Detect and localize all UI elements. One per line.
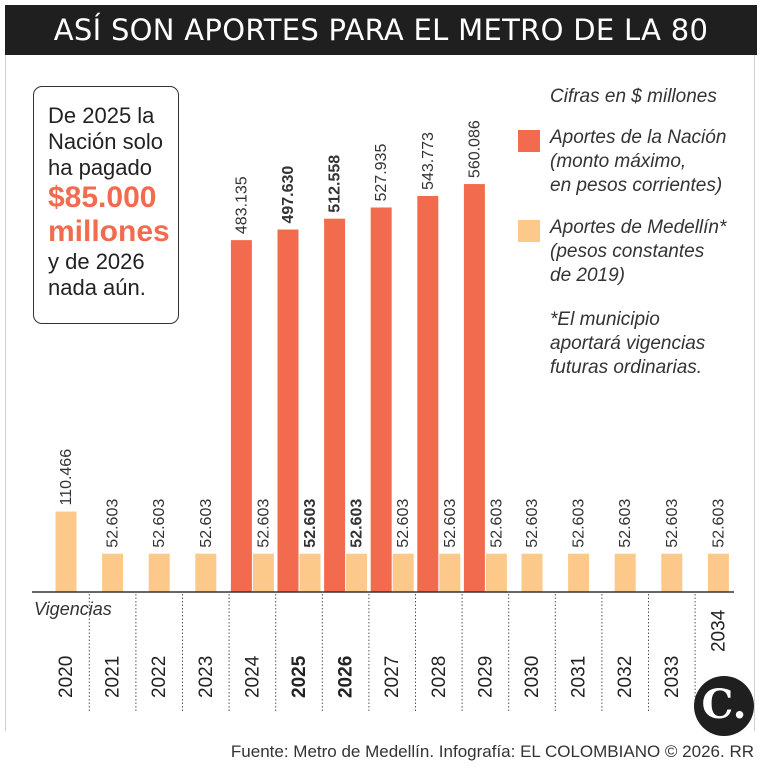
legend-label: (monto máximo, [550,151,687,172]
el-colombiano-logo: C. [694,676,754,736]
data-label-medellin: 52.603 [198,499,215,548]
source-credit: Fuente: Metro de Medellín. Infografía: E… [230,742,754,761]
data-label-medellin: 52.603 [302,499,319,548]
x-tick-label: 2032 [615,656,636,698]
x-tick-label: 2033 [662,656,683,698]
data-label-medellin: 52.603 [710,499,727,548]
x-tick-label: 2025 [289,655,310,698]
bar-medellin [707,553,729,592]
bar-nacion [324,218,346,592]
bar-medellin [195,553,217,592]
bar-nacion [370,207,392,592]
bar-medellin [614,553,636,592]
bar-medellin [346,553,368,592]
callout-highlight-unit: millones [48,215,170,248]
legend-label: Aportes de Medellín* [550,217,727,238]
bar-medellin [661,553,683,592]
footnote-line: *El municipio [550,309,660,330]
bar-chart: 110.466 2020 52.603 2021 52.603 2022 52.603 202… [32,120,734,711]
data-label-nacion: 512.558 [327,155,344,213]
bar-medellin [521,553,543,592]
x-tick-label: 2031 [569,656,590,698]
legend-text-medellin: Aportes de Medellín* (pesos constantes d… [550,216,750,288]
data-label-nacion: 497.630 [280,166,297,224]
x-tick-label: 2024 [242,655,263,698]
units-note: Cifras en $ millones [550,86,717,107]
legend-swatch-medellin [518,220,540,242]
data-label-medellin: 52.603 [617,499,634,548]
data-label-medellin: 52.603 [571,499,588,548]
data-label-medellin: 52.603 [105,499,122,548]
bar-nacion [277,229,299,592]
x-axis-title: Vigencias [34,599,112,619]
x-tick-label: 2026 [336,656,357,698]
data-label-nacion: 560.086 [466,120,483,178]
bar-medellin [102,553,124,592]
x-tick-label: 2021 [103,656,124,698]
callout-line: De 2025 la [48,103,155,128]
footnote: *El municipio aportará vigencias futuras… [550,308,750,380]
legend-label: (pesos constantes [550,241,705,262]
data-label-medellin: 110.466 [58,449,75,506]
data-label-nacion: 483.135 [233,176,250,234]
data-label-nacion: 527.935 [373,144,390,202]
x-tick-label: 2034 [708,609,729,652]
legend-swatch-nacion [518,130,540,152]
x-tick-label: 2023 [196,656,217,698]
data-label-medellin: 52.603 [664,499,681,548]
callout-line: y de 2026 [48,249,145,274]
callout-line: Nación solo [48,129,163,154]
data-label-medellin: 52.603 [395,499,412,548]
x-tick-label: 2029 [475,656,496,698]
chart-title: ASÍ SON APORTES PARA EL METRO DE LA 80 [5,5,757,55]
bar-medellin [55,511,77,592]
x-tick-label: 2030 [522,656,543,698]
data-label-medellin: 52.603 [255,499,272,548]
data-label-medellin: 52.603 [488,499,505,548]
callout-line: ha pagado [48,155,152,180]
callout-highlight-amount: $85.000 [48,181,157,214]
legend-text-nacion: Aportes de la Nación (monto máximo, en p… [550,126,750,198]
callout-box: De 2025 la Nación solo ha pagado $85.000… [33,86,179,324]
legend-label: Aportes de la Nación [550,127,727,148]
data-label-medellin: 52.603 [151,499,168,548]
x-tick-label: 2022 [149,656,170,698]
x-tick-label: 2027 [382,656,403,698]
x-tick-label: 2020 [56,656,77,698]
bar-nacion [463,184,485,593]
data-label-medellin: 52.603 [524,499,541,548]
bar-medellin [252,553,274,592]
callout-line: nada aún. [48,275,146,300]
bar-medellin [299,553,321,592]
bar-medellin [485,553,507,592]
footnote-line: futuras ordinarias. [550,357,703,378]
bar-medellin [439,553,461,592]
footnote-line: aportará vigencias [550,333,706,354]
bar-nacion [230,240,252,592]
data-label-medellin: 52.603 [442,499,459,548]
bar-medellin [148,553,170,592]
legend-label: de 2019) [550,265,626,286]
bar-nacion [417,195,439,592]
x-tick-label: 2028 [429,656,450,698]
bar-medellin [568,553,590,592]
chart-frame: 110.466 2020 52.603 2021 52.603 2022 52.603 202… [5,55,755,731]
legend-label: en pesos corrientes) [550,175,723,196]
data-label-medellin: 52.603 [349,499,366,548]
data-label-nacion: 543.773 [420,132,437,190]
bar-medellin [392,553,414,592]
